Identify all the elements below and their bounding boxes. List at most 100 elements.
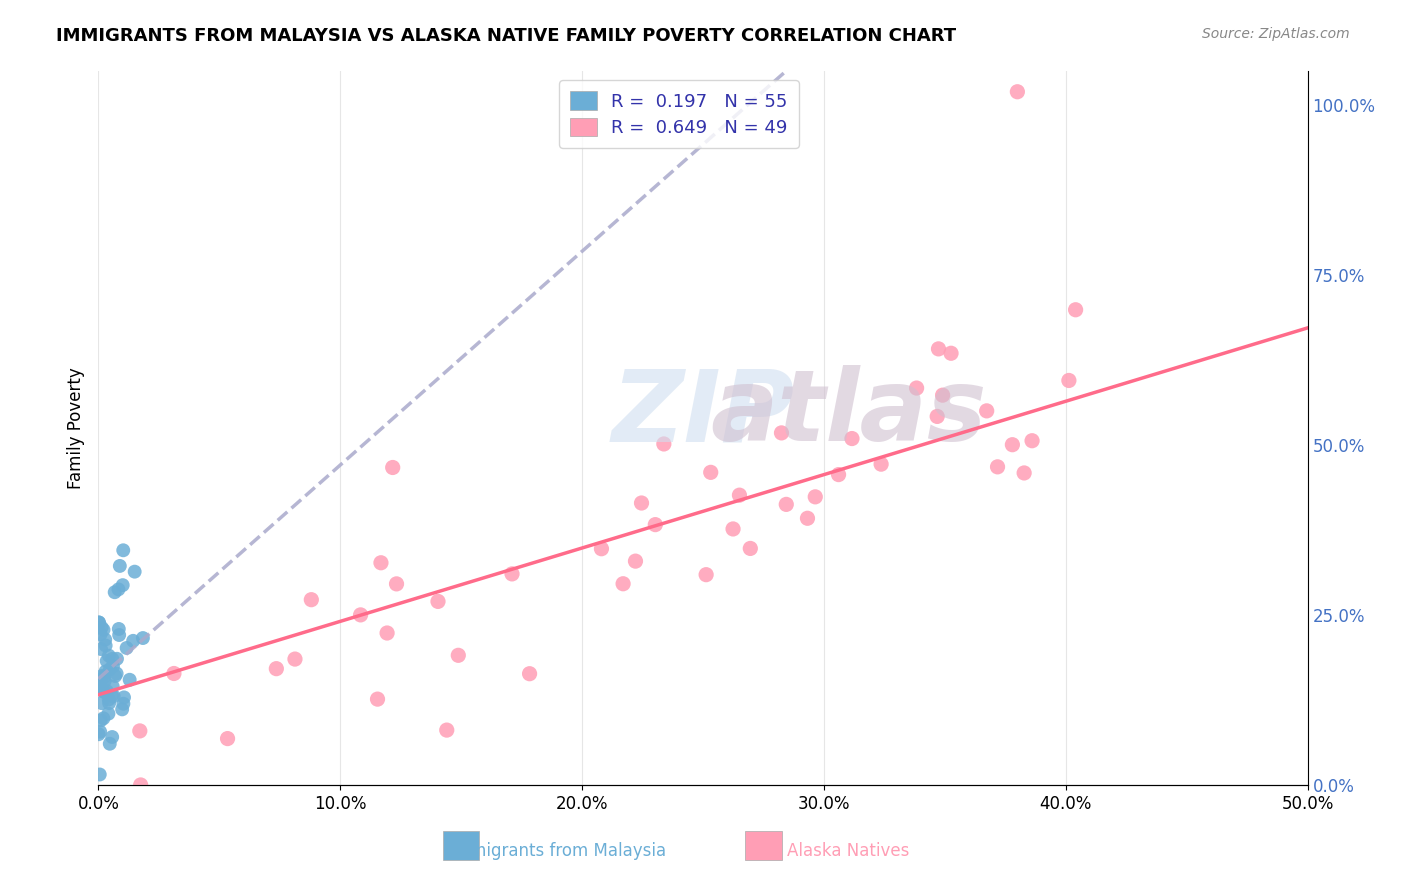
Point [644,517,666,532]
Point [624,554,647,568]
Point [501,566,523,581]
Point [115,640,138,655]
Point [93,623,115,637]
Point [101,659,124,673]
Point [385,577,408,591]
Point [90,673,112,688]
Point [827,467,849,482]
Point [90,714,112,728]
Point [87,727,110,741]
Point [111,702,134,716]
Point [132,631,155,645]
Text: Source: ZipAtlas.com: Source: ZipAtlas.com [1202,27,1350,41]
Point [1064,302,1087,317]
Point [124,565,146,579]
Point [870,457,893,471]
Point [96,654,118,668]
Point [740,541,762,556]
Point [112,543,135,558]
FancyBboxPatch shape [443,831,479,860]
Legend: R =  0.197   N = 55, R =  0.649   N = 49: R = 0.197 N = 55, R = 0.649 N = 49 [560,80,799,148]
Point [101,730,124,744]
Point [93,684,115,698]
Point [927,409,949,424]
Point [90,627,112,641]
Point [96,684,118,698]
Point [427,594,450,608]
Point [436,723,458,737]
Point [112,697,135,711]
Point [775,497,797,511]
Point [103,689,125,703]
Text: ZIP: ZIP [612,366,794,462]
Y-axis label: Family Poverty: Family Poverty [66,368,84,489]
Point [89,681,111,696]
Point [284,652,307,666]
Point [98,696,121,710]
Point [129,778,152,792]
Point [931,388,953,402]
FancyBboxPatch shape [745,831,782,860]
Point [87,615,110,630]
Point [299,592,322,607]
Point [91,669,114,683]
Point [612,576,634,591]
Point [94,632,117,647]
Point [107,582,129,597]
Point [349,607,371,622]
Point [976,404,998,418]
Point [591,541,613,556]
Point [104,669,127,683]
Point [87,615,110,630]
Point [381,460,404,475]
Point [93,670,115,684]
Point [90,696,112,710]
Point [630,496,652,510]
Point [163,666,186,681]
Point [796,511,818,525]
Point [804,490,827,504]
Point [128,723,150,738]
Point [1057,374,1080,388]
Point [105,652,128,666]
Point [652,437,675,451]
Point [375,626,398,640]
Text: Immigrants from Malaysia: Immigrants from Malaysia [450,842,666,860]
Point [90,642,112,657]
Point [122,633,145,648]
Point [108,628,131,642]
Point [105,666,128,681]
Point [266,662,288,676]
Point [93,684,115,698]
Point [519,666,541,681]
Point [695,567,717,582]
Text: Alaska Natives: Alaska Natives [787,842,910,860]
Point [1021,434,1043,448]
Point [101,679,124,693]
Point [841,432,863,446]
Point [111,578,134,592]
Point [1007,85,1029,99]
Point [108,558,131,573]
Point [728,488,751,502]
Point [98,662,121,676]
Point [93,711,115,725]
Point [104,585,127,599]
Point [89,678,111,692]
Point [770,425,793,440]
Text: IMMIGRANTS FROM MALAYSIA VS ALASKA NATIVE FAMILY POVERTY CORRELATION CHART: IMMIGRANTS FROM MALAYSIA VS ALASKA NATIV… [56,27,956,45]
Point [217,731,239,746]
Point [98,737,121,751]
Point [986,459,1008,474]
Point [447,648,470,663]
Point [94,665,117,679]
Point [97,706,120,721]
Point [905,381,928,395]
Point [93,673,115,688]
Point [699,466,721,480]
Point [370,556,392,570]
Point [1001,438,1024,452]
Point [97,648,120,663]
Point [101,652,124,666]
Point [721,522,744,536]
